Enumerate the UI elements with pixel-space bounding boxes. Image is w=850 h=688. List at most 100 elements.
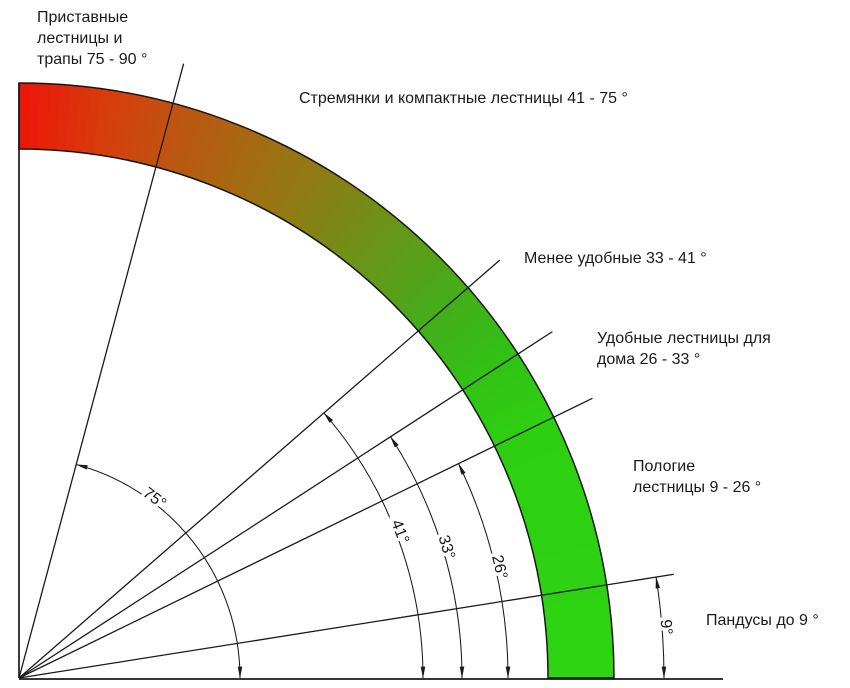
band-segment (161, 105, 193, 173)
dim-label-26deg: 26° (488, 553, 510, 580)
label-line: Приставные (37, 9, 129, 26)
band-segment (480, 386, 545, 430)
dim-arc-41deg (323, 412, 426, 679)
dim-arc-9deg (655, 576, 667, 679)
band-segment (319, 188, 369, 251)
label-line: Пандусы до 9 ° (706, 612, 819, 629)
band-segment (488, 404, 554, 447)
band-segment (334, 200, 386, 262)
ray-75deg (18, 63, 185, 679)
band-segment (98, 89, 123, 158)
band-segment (531, 530, 599, 560)
band-segment (312, 182, 361, 245)
band-segment (280, 160, 326, 225)
band-segment (397, 262, 455, 318)
band-segment (470, 368, 535, 414)
band-segment (497, 423, 563, 463)
band-segment (511, 461, 579, 498)
dim-label-75deg: 75° (139, 484, 169, 512)
band-segment (455, 342, 519, 390)
dim-arc-26deg (458, 463, 511, 679)
band-segment (19, 83, 30, 150)
band-segment (188, 114, 223, 181)
band-segment (349, 213, 402, 273)
band-segment (450, 333, 513, 383)
band-segment (214, 124, 252, 192)
band-segment (256, 146, 299, 211)
ray-33deg (18, 331, 553, 679)
band-segment (116, 93, 143, 161)
band-segment (529, 520, 597, 551)
label-ramps-under-9: Пандусы до 9 ° (706, 610, 819, 631)
band-segment (179, 111, 213, 178)
band-segment (170, 107, 203, 175)
band-segment (422, 292, 482, 346)
band-segment (377, 240, 433, 298)
band-segment (521, 490, 589, 524)
dim-label-33deg: 33° (435, 533, 458, 561)
label-gentle-9-26: Пологие лестницы 9 - 26 ° (633, 456, 761, 498)
band-segment (80, 87, 102, 155)
label-line: дома 26 - 33 ° (597, 351, 701, 368)
label-ladders-75-90: Приставные лестницы и трапы 75 - 90 ° (37, 7, 147, 70)
band-segment (460, 350, 524, 398)
dim-arc-75deg (75, 464, 243, 679)
band-segment (465, 359, 530, 406)
band-segment (439, 317, 501, 368)
band-segment (475, 377, 540, 422)
band-segment (416, 284, 475, 338)
band-segment (125, 95, 153, 163)
band-segment (390, 254, 448, 311)
band-segment (327, 194, 378, 256)
label-stepladders-41-75: Стремянки и компактные лестницы 41 - 75 … (299, 88, 628, 109)
band-segment (484, 395, 550, 438)
band-segment (222, 128, 262, 195)
band-segment (342, 206, 394, 267)
band-segment (264, 150, 308, 216)
label-line: Менее удобные 33 - 41 ° (524, 250, 707, 267)
band-segment (433, 308, 495, 360)
band-segment (500, 432, 567, 472)
band-segment (143, 99, 173, 168)
axes (18, 83, 723, 680)
band-segment (409, 277, 469, 331)
band-segment (196, 117, 233, 185)
label-line: лестницы 9 - 26 ° (633, 479, 762, 496)
label-line: трапы 75 - 90 ° (37, 51, 148, 68)
band-segment (272, 155, 317, 220)
gradient-band (19, 83, 614, 678)
band-segment (428, 300, 488, 353)
label-line: Пологие (633, 458, 696, 475)
band-segment (445, 325, 507, 375)
label-less-comfort-33-41: Менее удобные 33 - 41 ° (524, 248, 707, 269)
band-segment (288, 166, 335, 230)
label-comfort-home-26-33: Удобные лестницы для дома 26 - 33 ° (597, 328, 771, 370)
band-segment (403, 269, 462, 325)
band-segment (356, 219, 410, 279)
band-segment (526, 510, 594, 542)
label-line: лестницы и (37, 30, 123, 47)
gradient-band-outline (18, 82, 615, 679)
band-segment (107, 91, 133, 159)
band-segment (247, 141, 290, 207)
band-segment (363, 226, 418, 285)
band-segment (493, 413, 559, 455)
band-segment (205, 121, 242, 188)
band-segment (508, 451, 575, 489)
dim-label-9deg: 9° (657, 619, 675, 636)
dimension-arcs (75, 412, 667, 679)
band-segment (504, 442, 571, 480)
band-segment (518, 480, 585, 515)
label-line: Стремянки и компактные лестницы 41 - 75 … (299, 90, 628, 107)
band-segment (296, 171, 344, 235)
band-segment (231, 132, 271, 199)
band-segment (304, 177, 352, 240)
dim-label-41deg: 41° (387, 518, 412, 547)
band-segment (89, 88, 113, 156)
band-segment (239, 137, 280, 203)
band-segment (134, 97, 163, 165)
band-segment (514, 471, 582, 506)
band-border (18, 82, 615, 679)
